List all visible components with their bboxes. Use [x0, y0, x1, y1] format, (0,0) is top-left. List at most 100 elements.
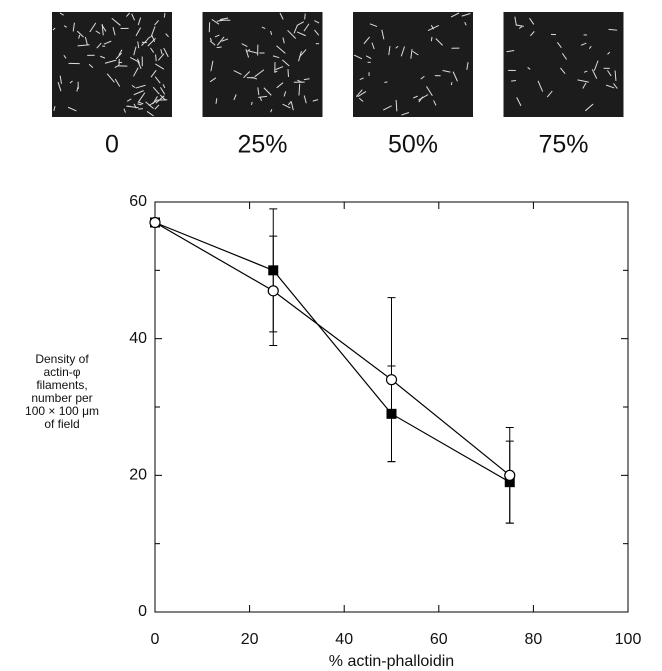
filament — [303, 78, 310, 81]
filament — [516, 97, 522, 107]
square-marker — [504, 477, 515, 488]
filament — [104, 59, 117, 64]
filament — [77, 44, 90, 47]
filament — [106, 73, 115, 83]
filament — [296, 21, 305, 26]
filament — [112, 26, 116, 36]
y-axis-label: 100 × 100 μm — [25, 404, 99, 418]
micrograph-bg — [503, 12, 624, 117]
filament — [270, 30, 273, 36]
filament — [275, 66, 284, 71]
filament — [270, 108, 273, 113]
filament — [63, 54, 67, 59]
filament — [605, 84, 615, 89]
filament — [133, 90, 144, 96]
y-tick-label: 20 — [129, 467, 147, 484]
filament — [157, 53, 165, 61]
filament — [137, 17, 142, 26]
filament — [357, 91, 367, 98]
micrograph — [503, 12, 624, 117]
circle-marker — [267, 285, 279, 297]
filament — [276, 82, 284, 89]
filament — [243, 71, 251, 79]
filament — [151, 35, 156, 42]
filament — [137, 101, 144, 105]
filament — [148, 100, 157, 107]
filament — [67, 106, 77, 112]
filament — [221, 38, 229, 42]
filament — [154, 76, 161, 84]
filament — [365, 55, 372, 59]
micrograph-bg — [52, 12, 172, 117]
filament — [152, 96, 158, 105]
square-marker — [268, 265, 279, 276]
filament — [209, 77, 217, 83]
filament — [59, 12, 64, 16]
filament — [282, 37, 285, 44]
filament — [138, 108, 143, 110]
filament — [297, 79, 303, 83]
filament — [123, 108, 126, 113]
filament — [412, 50, 419, 56]
filament — [127, 105, 139, 109]
filament — [607, 70, 612, 77]
filament — [466, 62, 469, 70]
panel-label: 75% — [538, 131, 588, 159]
filament — [426, 86, 433, 97]
filament — [251, 76, 258, 80]
filament — [430, 24, 434, 30]
filament — [137, 41, 140, 49]
filament — [150, 26, 156, 38]
filament — [514, 16, 517, 26]
filament — [613, 83, 618, 89]
filament — [293, 24, 298, 34]
filament — [131, 13, 136, 21]
filament — [59, 75, 62, 84]
micrograph — [202, 12, 323, 117]
filament — [155, 95, 165, 104]
y-tick-label: 60 — [129, 193, 147, 210]
filament — [88, 63, 94, 69]
filament — [246, 48, 251, 53]
filament — [69, 80, 73, 84]
filament — [137, 58, 140, 64]
filament — [303, 23, 310, 32]
filament — [76, 30, 84, 38]
filament — [401, 112, 410, 116]
filament — [287, 69, 289, 77]
x-tick-label: 40 — [335, 631, 353, 648]
circle-marker — [504, 469, 516, 481]
filament — [608, 28, 618, 31]
filament — [413, 95, 418, 99]
filament — [464, 21, 467, 26]
filament — [400, 46, 406, 57]
filament — [420, 75, 425, 80]
x-tick-label: 20 — [241, 631, 259, 648]
filament — [84, 36, 88, 45]
x-tick-label: 80 — [525, 631, 543, 648]
filament — [214, 34, 220, 38]
filament — [298, 51, 302, 62]
filament — [450, 12, 460, 18]
x-tick-label: 0 — [151, 631, 160, 648]
filament — [450, 81, 453, 86]
series-line — [154, 221, 511, 476]
filament — [163, 47, 169, 58]
filament — [209, 37, 212, 42]
filament — [442, 70, 451, 73]
filament — [63, 25, 68, 28]
filament — [115, 52, 123, 60]
filament — [614, 70, 617, 81]
filament — [577, 79, 589, 83]
filament — [155, 63, 165, 70]
filament — [559, 67, 566, 75]
series-line — [154, 221, 511, 483]
filament — [155, 99, 168, 101]
filament — [137, 103, 142, 106]
panel-label: 50% — [388, 131, 438, 159]
filament — [546, 90, 553, 98]
filament — [452, 71, 458, 82]
filament — [103, 40, 112, 45]
filament — [209, 40, 216, 46]
